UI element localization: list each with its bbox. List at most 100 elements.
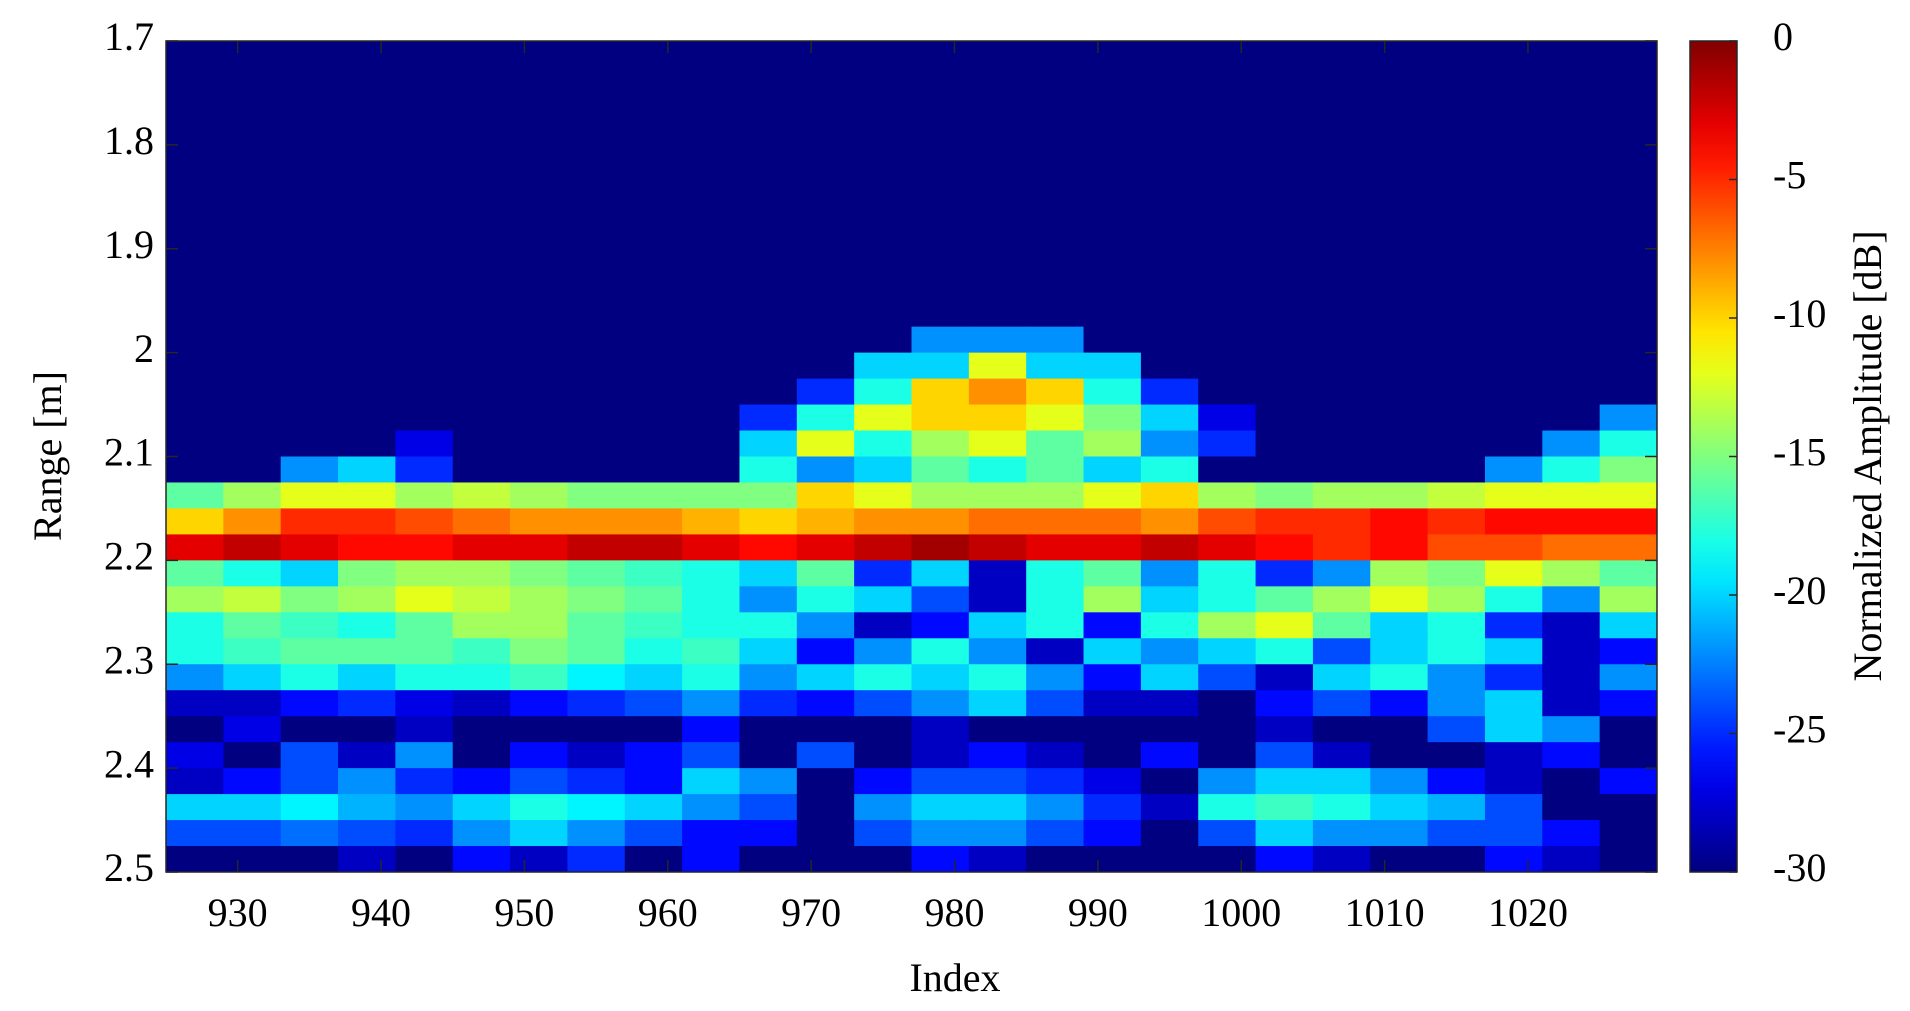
heatmap-cell bbox=[280, 534, 339, 561]
heatmap-cell bbox=[1140, 638, 1199, 665]
x-tick-label: 960 bbox=[638, 890, 698, 935]
heatmap-cell bbox=[567, 118, 626, 146]
heatmap-cell bbox=[739, 41, 798, 68]
heatmap-cell bbox=[338, 690, 396, 717]
heatmap-cell bbox=[395, 196, 454, 224]
heatmap-cell bbox=[968, 820, 1027, 847]
heatmap-cell bbox=[452, 378, 511, 406]
heatmap-cell bbox=[1312, 586, 1371, 613]
heatmap-cell bbox=[682, 846, 740, 873]
y-tick-label: 2.2 bbox=[104, 534, 154, 579]
heatmap-cell bbox=[1140, 586, 1199, 613]
heatmap-cell bbox=[280, 794, 339, 821]
heatmap-cell bbox=[682, 274, 740, 302]
heatmap-cell bbox=[739, 248, 798, 276]
heatmap-cell bbox=[1083, 794, 1142, 821]
heatmap-cell bbox=[624, 560, 683, 587]
heatmap-cell bbox=[1312, 404, 1371, 432]
heatmap-cell bbox=[1312, 274, 1371, 302]
heatmap-cell bbox=[1427, 222, 1486, 250]
colorbar-tick-label: -30 bbox=[1773, 845, 1826, 890]
heatmap-cell bbox=[452, 560, 511, 587]
heatmap-cell bbox=[280, 196, 339, 224]
heatmap-cell bbox=[452, 274, 511, 302]
heatmap-cell bbox=[1599, 430, 1658, 457]
heatmap-cell bbox=[280, 508, 339, 535]
heatmap-cell bbox=[338, 222, 396, 250]
y-tick-label: 1.7 bbox=[104, 14, 154, 59]
heatmap-cell bbox=[1312, 300, 1371, 328]
y-tick-label: 1.9 bbox=[104, 222, 154, 267]
heatmap-cell bbox=[452, 222, 511, 250]
heatmap-cell bbox=[395, 612, 454, 639]
heatmap-cell bbox=[1312, 638, 1371, 665]
heatmap-cell bbox=[510, 794, 568, 821]
heatmap-cell bbox=[1484, 300, 1543, 328]
heatmap-cell bbox=[968, 66, 1027, 94]
heatmap-cell bbox=[1140, 118, 1199, 146]
heatmap-cell bbox=[1140, 820, 1199, 847]
heatmap-cell bbox=[395, 794, 454, 821]
heatmap-cell bbox=[1427, 404, 1486, 432]
heatmap-cell bbox=[1026, 820, 1085, 847]
heatmap-cell bbox=[223, 92, 282, 120]
heatmap-cell bbox=[1370, 560, 1429, 587]
y-tick-label: 2.4 bbox=[104, 741, 154, 786]
heatmap-cell bbox=[854, 352, 912, 380]
heatmap-cell bbox=[223, 690, 282, 717]
heatmap-cell bbox=[1312, 66, 1371, 94]
heatmap-cell bbox=[739, 222, 798, 250]
heatmap-cell bbox=[1542, 66, 1601, 94]
heatmap-cell bbox=[166, 794, 224, 821]
heatmap-cell bbox=[682, 430, 740, 457]
heatmap-cell bbox=[280, 846, 339, 873]
heatmap-cell bbox=[1370, 352, 1429, 380]
heatmap-cell bbox=[1198, 118, 1257, 146]
heatmap-cell bbox=[452, 92, 511, 120]
heatmap-cell bbox=[567, 638, 626, 665]
heatmap-cell bbox=[338, 300, 396, 328]
heatmap-cell bbox=[510, 378, 568, 406]
heatmap-cell bbox=[1370, 820, 1429, 847]
heatmap-cell bbox=[166, 456, 224, 483]
heatmap-cell bbox=[452, 742, 511, 769]
heatmap-cell bbox=[854, 794, 912, 821]
heatmap-cell bbox=[739, 482, 798, 509]
heatmap-cell bbox=[911, 820, 970, 847]
heatmap-cell bbox=[567, 66, 626, 94]
heatmap-cell bbox=[739, 742, 798, 769]
heatmap-cell bbox=[1370, 716, 1429, 743]
heatmap-cell bbox=[1140, 612, 1199, 639]
heatmap-cell bbox=[624, 508, 683, 535]
heatmap-cell bbox=[395, 716, 454, 743]
heatmap-cell bbox=[968, 560, 1027, 587]
heatmap-cell bbox=[567, 378, 626, 406]
heatmap-cell bbox=[796, 794, 855, 821]
heatmap-cell bbox=[1542, 846, 1601, 873]
heatmap-cell bbox=[1542, 248, 1601, 276]
heatmap-cell bbox=[1599, 92, 1658, 120]
heatmap-cell bbox=[452, 248, 511, 276]
heatmap-cell bbox=[1484, 222, 1543, 250]
heatmap-cell bbox=[968, 794, 1027, 821]
heatmap-cell bbox=[968, 274, 1027, 302]
heatmap-cell bbox=[395, 248, 454, 276]
heatmap-cell bbox=[166, 118, 224, 146]
heatmap-cell bbox=[1255, 326, 1314, 354]
heatmap-cell bbox=[280, 170, 339, 198]
heatmap-cell bbox=[1542, 534, 1601, 561]
heatmap-cell bbox=[223, 482, 282, 509]
heatmap-cell bbox=[395, 41, 454, 68]
heatmap-cell bbox=[1542, 222, 1601, 250]
heatmap-cell bbox=[682, 560, 740, 587]
heatmap-cell bbox=[854, 534, 912, 561]
heatmap-cell bbox=[223, 196, 282, 224]
heatmap-cell bbox=[624, 92, 683, 120]
heatmap-cell bbox=[739, 118, 798, 146]
heatmap-cell bbox=[1599, 404, 1658, 432]
heatmap-cell bbox=[1599, 248, 1658, 276]
heatmap-cell bbox=[223, 846, 282, 873]
heatmap-cell bbox=[1370, 274, 1429, 302]
heatmap-cell bbox=[911, 664, 970, 691]
heatmap-cell bbox=[1198, 404, 1257, 432]
